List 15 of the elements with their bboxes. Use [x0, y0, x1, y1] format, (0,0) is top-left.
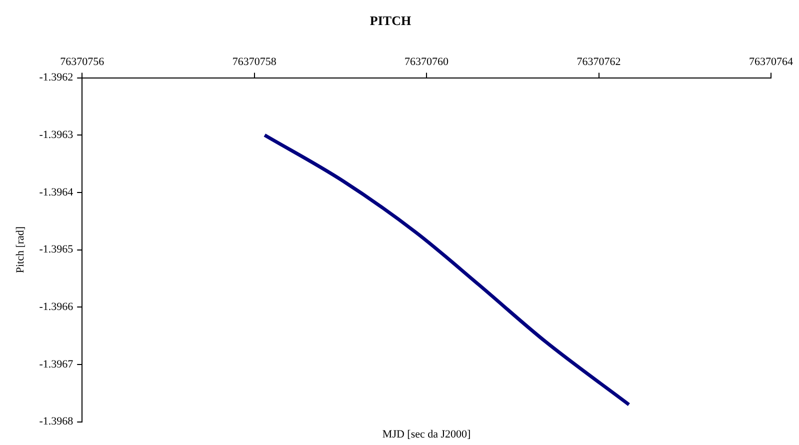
- x-tick-label: 76370764: [749, 56, 794, 68]
- x-tick-label: 76370760: [404, 56, 450, 68]
- x-axis-title: MJD [sec da J2000]: [382, 428, 471, 440]
- y-axis-title: Pitch [rad]: [14, 226, 26, 274]
- y-tick-label: -1.3966: [39, 301, 74, 314]
- x-tick-label: 76370758: [232, 56, 277, 68]
- y-tick-label: -1.3964: [39, 186, 74, 198]
- y-tick-label: -1.3962: [39, 72, 74, 84]
- y-tick-label: -1.3965: [39, 244, 74, 256]
- y-tick-label: -1.3963: [39, 129, 74, 142]
- chart-title: PITCH: [370, 13, 412, 28]
- x-tick-label: 76370756: [60, 56, 105, 68]
- y-tick-label: -1.3967: [39, 358, 74, 370]
- x-tick-label: 76370762: [576, 56, 621, 68]
- y-tick-label: -1.3968: [39, 416, 74, 428]
